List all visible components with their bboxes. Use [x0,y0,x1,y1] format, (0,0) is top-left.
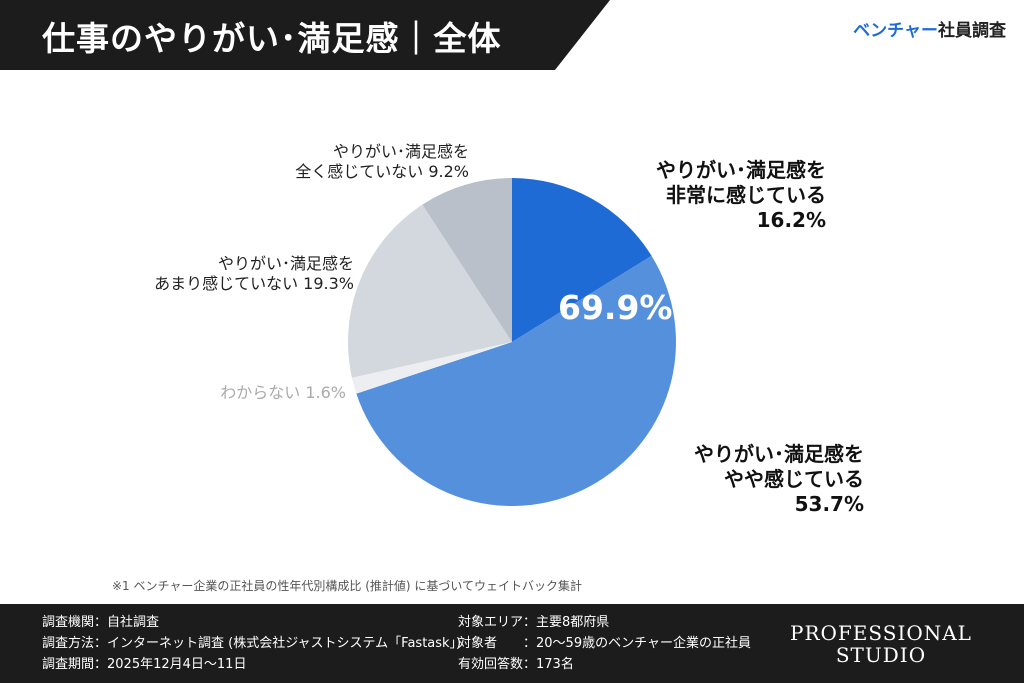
page-title: 仕事のやりがい･満足感｜全体 [42,19,502,58]
footer: 調査機関：自社調査 調査方法：インターネット調査 (株式会社ジャストシステム「F… [0,604,1024,683]
survey-period: 調査期間：2025年12月4日〜11日 [42,657,247,672]
brand-rest: 社員調査 [938,21,1006,41]
brand-accent: ベンチャー [853,21,938,41]
pie-slice-3 [348,204,512,378]
survey-area: 対象エリア：主要8都府県 [458,615,610,630]
brand-label: ベンチャー社員調査 [853,16,1006,41]
slice-label-somewhat: やりがい･満足感を やや感じている 53.7% [694,442,864,516]
survey-target: 対象者 ：20〜59歳のベンチャー企業の正社員 [458,636,751,651]
pie-slice-2 [351,342,512,394]
logo: PROFESSIONAL STUDIO [790,621,972,667]
survey-method: 調査方法：インターネット調査 (株式会社ジャストシステム「Fastask」) [42,636,462,651]
combined-percent-label: 69.9% [558,288,673,327]
footnote: ※1 ベンチャー企業の正社員の性年代別構成比 (推計値) に基づいてウェイトバッ… [112,579,583,593]
survey-org: 調査機関：自社調査 [42,615,160,630]
header-bar [0,0,610,70]
slice-label-not-at-all: やりがい･満足感を 全く感じていない 9.2% [295,142,469,181]
pie-slice-4 [422,178,512,342]
pie-slice-1 [356,255,676,506]
slice-label-very: やりがい･満足感を 非常に感じている 16.2% [656,158,826,232]
slice-label-not-much: やりがい･満足感を あまり感じていない 19.3% [154,254,354,293]
pie-slice-0 [512,178,652,342]
survey-responses: 有効回答数：173名 [458,657,574,672]
slice-label-unknown: わからない 1.6% [220,383,346,402]
